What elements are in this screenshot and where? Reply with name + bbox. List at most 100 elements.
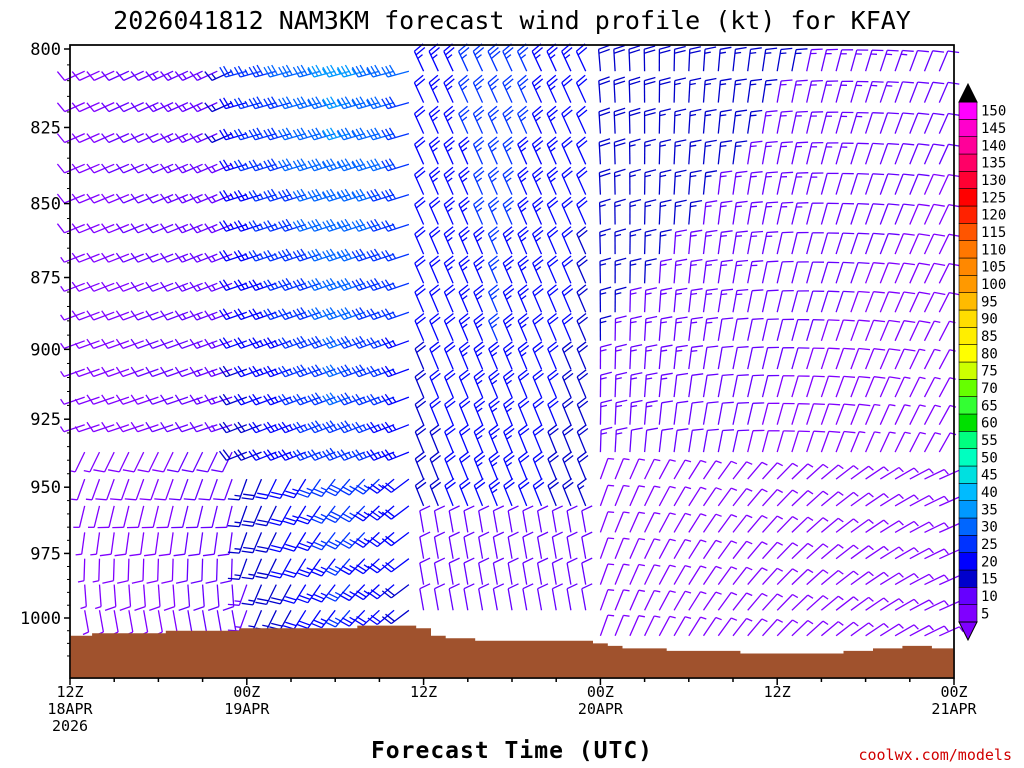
colorbar-label: 55 bbox=[981, 433, 998, 449]
wind-barb bbox=[879, 403, 896, 425]
wind-barb bbox=[820, 569, 844, 586]
wind-barb bbox=[791, 594, 814, 611]
wind-barb bbox=[367, 505, 395, 521]
wind-barb bbox=[292, 96, 321, 110]
wind-barb bbox=[351, 218, 380, 232]
wind-barb bbox=[879, 493, 904, 507]
wind-barb bbox=[776, 171, 794, 195]
wind-barb bbox=[146, 558, 160, 584]
wind-barb bbox=[717, 617, 738, 637]
wind-barb bbox=[185, 505, 204, 529]
wind-barb bbox=[531, 136, 544, 165]
wind-barb bbox=[278, 96, 306, 110]
wind-barb bbox=[278, 188, 306, 202]
wind-barb bbox=[850, 232, 870, 255]
wind-barb bbox=[561, 166, 573, 195]
wind-barb bbox=[101, 252, 130, 263]
wind-barb bbox=[879, 232, 900, 255]
wind-barb bbox=[614, 427, 628, 453]
wind-barb bbox=[492, 557, 505, 585]
wind-barb bbox=[924, 548, 949, 560]
wind-barb bbox=[702, 288, 718, 313]
wind-barb bbox=[307, 96, 336, 110]
wind-barb bbox=[322, 420, 351, 434]
wind-barb bbox=[292, 335, 321, 349]
wind-barb bbox=[532, 284, 544, 313]
wind-barb bbox=[702, 373, 719, 398]
wind-barb bbox=[487, 226, 500, 255]
wind-barb bbox=[732, 617, 753, 637]
wind-barb bbox=[747, 515, 768, 533]
wind-barb bbox=[939, 626, 964, 637]
wind-barb bbox=[458, 136, 470, 165]
wind-barb bbox=[688, 139, 702, 165]
wind-barb bbox=[255, 610, 277, 631]
wind-barb bbox=[806, 490, 829, 507]
wind-barb bbox=[472, 136, 485, 165]
wind-barb bbox=[322, 307, 351, 321]
wind-barb bbox=[909, 49, 929, 72]
wind-barb bbox=[546, 196, 559, 225]
wind-barb bbox=[546, 105, 558, 134]
wind-barb bbox=[429, 396, 441, 425]
wind-barb bbox=[97, 610, 105, 636]
wind-barb bbox=[458, 369, 471, 398]
wind-barb bbox=[458, 166, 470, 195]
wind-barb bbox=[233, 421, 262, 434]
wind-barb bbox=[517, 226, 529, 255]
wind-barb bbox=[806, 232, 824, 255]
wind-barb bbox=[492, 505, 505, 533]
wind-barb bbox=[502, 284, 515, 313]
wind-barb bbox=[717, 513, 738, 533]
wind-barb bbox=[488, 478, 501, 507]
wind-barb bbox=[894, 404, 911, 425]
y-tick-label: 975 bbox=[30, 544, 61, 564]
wind-barb bbox=[532, 255, 544, 284]
wind-barb bbox=[283, 558, 307, 578]
wind-barb bbox=[717, 401, 734, 425]
wind-barb bbox=[336, 335, 365, 349]
wind-barb bbox=[351, 364, 380, 378]
wind-barb bbox=[263, 64, 292, 78]
wind-barb bbox=[688, 539, 707, 560]
wind-barb bbox=[747, 171, 763, 195]
wind-barb bbox=[381, 127, 410, 141]
wind-barb bbox=[702, 539, 722, 560]
wind-barb bbox=[429, 369, 441, 398]
wind-barb bbox=[207, 584, 220, 612]
wind-barb bbox=[160, 133, 189, 144]
wind-barb bbox=[160, 223, 189, 234]
wind-barb bbox=[248, 365, 277, 378]
wind-barb bbox=[414, 424, 427, 453]
wind-barb bbox=[732, 514, 753, 533]
wind-barb bbox=[516, 43, 529, 72]
wind-barb bbox=[791, 79, 808, 103]
wind-barb bbox=[522, 531, 534, 559]
wind-barb bbox=[443, 312, 456, 342]
wind-barb bbox=[551, 531, 563, 559]
wind-barb bbox=[522, 557, 534, 585]
wind-barb bbox=[688, 486, 707, 507]
wind-barb bbox=[597, 44, 610, 72]
wind-barb bbox=[643, 199, 657, 225]
wind-barb bbox=[531, 166, 544, 195]
colorbar-swatch bbox=[958, 153, 978, 172]
wind-barb bbox=[255, 505, 277, 527]
wind-barb bbox=[702, 170, 718, 195]
wind-barb bbox=[337, 96, 365, 110]
wind-barb bbox=[353, 609, 380, 626]
wind-barb bbox=[532, 478, 545, 507]
wind-barb bbox=[189, 133, 218, 144]
wind-barb bbox=[761, 47, 778, 72]
wind-barb bbox=[86, 394, 115, 405]
wind-barb bbox=[879, 262, 900, 284]
wind-barb bbox=[806, 463, 829, 480]
wind-barb bbox=[487, 196, 500, 225]
wind-barb bbox=[599, 589, 615, 611]
wind-barb bbox=[241, 532, 263, 554]
credit-link[interactable]: coolwx.com/models bbox=[858, 746, 1012, 764]
wind-barb bbox=[71, 281, 100, 292]
wind-barb bbox=[145, 193, 174, 204]
wind-barb bbox=[145, 394, 174, 405]
wind-barb bbox=[688, 199, 703, 225]
